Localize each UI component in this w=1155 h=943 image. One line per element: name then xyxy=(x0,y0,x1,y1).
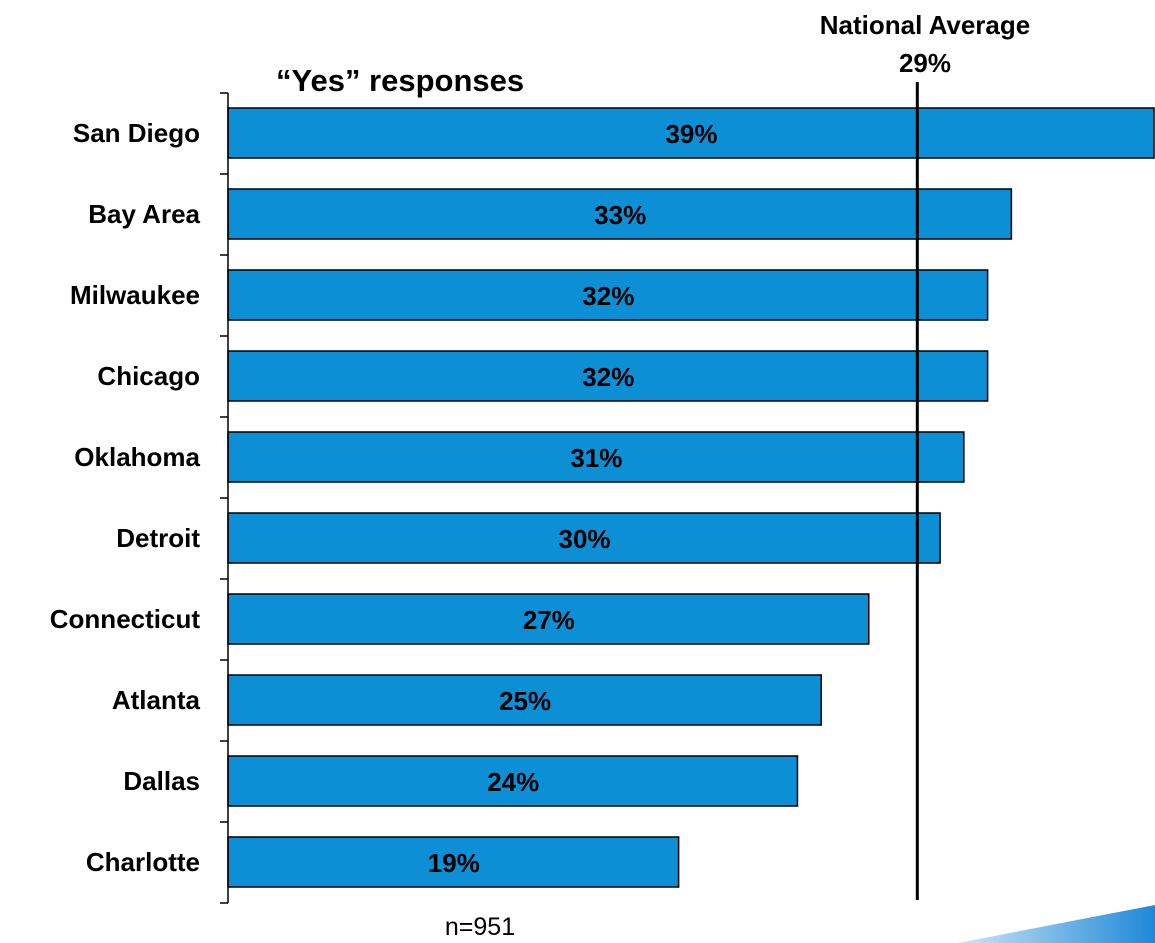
reference-line-label: National Average xyxy=(820,10,1030,40)
chart-subtitle: “Yes” responses xyxy=(276,63,524,98)
bar-value-label: 31% xyxy=(570,443,622,473)
bars-layer: 39% San Diego 33% Bay Area 32% Milwaukee 32% Ch… xyxy=(50,92,1155,904)
bar-dallas xyxy=(227,755,799,807)
category-label: Bay Area xyxy=(88,199,200,229)
bar-value-label: 33% xyxy=(594,200,646,230)
category-label: Oklahoma xyxy=(74,442,200,472)
category-label: San Diego xyxy=(73,118,200,148)
bar-value-label: 30% xyxy=(559,524,611,554)
bar-value-label: 27% xyxy=(523,605,575,635)
category-label: Connecticut xyxy=(50,604,201,634)
reference-line-value-label: 29% xyxy=(899,48,951,78)
category-label: Dallas xyxy=(123,766,200,796)
bar-atlanta xyxy=(227,674,822,726)
bar-value-label: 39% xyxy=(665,119,717,149)
category-label: Detroit xyxy=(116,523,200,553)
bar-value-label: 25% xyxy=(499,686,551,716)
bar-value-label: 24% xyxy=(487,767,539,797)
bar-charlotte xyxy=(227,836,680,888)
bar-chicago xyxy=(227,350,989,402)
category-label: Milwaukee xyxy=(70,280,200,310)
bar-value-label: 32% xyxy=(582,362,634,392)
category-label: Charlotte xyxy=(86,847,200,877)
bar-value-label: 19% xyxy=(428,848,480,878)
bar-connecticut xyxy=(227,593,870,645)
sample-size-note: n=951 xyxy=(445,913,515,941)
bar-oklahoma xyxy=(227,431,965,483)
bar-detroit xyxy=(227,512,941,564)
category-label: Chicago xyxy=(97,361,200,391)
bar-bay-area xyxy=(227,188,1013,240)
bar-value-label: 32% xyxy=(582,281,634,311)
decorative-swoosh xyxy=(958,905,1155,943)
bar-san-diego xyxy=(227,107,1155,159)
category-label: Atlanta xyxy=(112,685,201,715)
